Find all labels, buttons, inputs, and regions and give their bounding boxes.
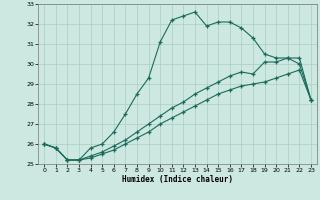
X-axis label: Humidex (Indice chaleur): Humidex (Indice chaleur) — [122, 175, 233, 184]
